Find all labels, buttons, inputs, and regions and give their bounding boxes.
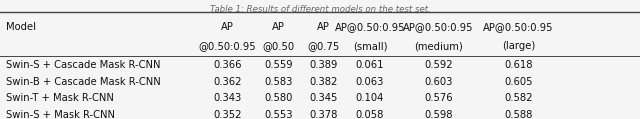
- Text: Swin-S + Cascade Mask R-CNN: Swin-S + Cascade Mask R-CNN: [6, 60, 161, 70]
- Text: 0.058: 0.058: [356, 110, 384, 119]
- Text: 0.378: 0.378: [309, 110, 337, 119]
- Text: @0.75: @0.75: [307, 41, 339, 51]
- Text: 0.598: 0.598: [424, 110, 452, 119]
- Text: 0.104: 0.104: [356, 93, 384, 103]
- Text: AP: AP: [221, 22, 234, 32]
- Text: 0.576: 0.576: [424, 93, 452, 103]
- Text: (small): (small): [353, 41, 387, 51]
- Text: 0.389: 0.389: [309, 60, 337, 70]
- Text: @0.50: @0.50: [262, 41, 294, 51]
- Text: 0.618: 0.618: [504, 60, 532, 70]
- Text: AP: AP: [317, 22, 330, 32]
- Text: 0.583: 0.583: [264, 77, 292, 87]
- Text: 0.603: 0.603: [424, 77, 452, 87]
- Text: 0.061: 0.061: [356, 60, 384, 70]
- Text: Swin-B + Cascade Mask R-CNN: Swin-B + Cascade Mask R-CNN: [6, 77, 161, 87]
- Text: 0.343: 0.343: [213, 93, 241, 103]
- Text: 0.559: 0.559: [264, 60, 292, 70]
- Text: 0.362: 0.362: [213, 77, 241, 87]
- Text: Swin-S + Mask R-CNN: Swin-S + Mask R-CNN: [6, 110, 115, 119]
- Text: Swin-T + Mask R-CNN: Swin-T + Mask R-CNN: [6, 93, 115, 103]
- Text: @0.50:0.95: @0.50:0.95: [198, 41, 256, 51]
- Text: 0.063: 0.063: [356, 77, 384, 87]
- Text: 0.580: 0.580: [264, 93, 292, 103]
- Text: 0.345: 0.345: [309, 93, 337, 103]
- Text: 0.352: 0.352: [213, 110, 241, 119]
- Text: 0.582: 0.582: [504, 93, 532, 103]
- Text: (medium): (medium): [414, 41, 463, 51]
- Text: AP@0.50:0.95: AP@0.50:0.95: [403, 22, 474, 32]
- Text: Table 1: Results of different models on the test set.: Table 1: Results of different models on …: [209, 5, 431, 14]
- Text: AP@0.50:0.95: AP@0.50:0.95: [335, 22, 405, 32]
- Text: AP@0.50:0.95: AP@0.50:0.95: [483, 22, 554, 32]
- Text: 0.382: 0.382: [309, 77, 337, 87]
- Text: (large): (large): [502, 41, 535, 51]
- Text: 0.592: 0.592: [424, 60, 452, 70]
- Text: AP: AP: [272, 22, 285, 32]
- Text: 0.366: 0.366: [213, 60, 241, 70]
- Text: 0.588: 0.588: [504, 110, 532, 119]
- Text: 0.605: 0.605: [504, 77, 532, 87]
- Text: 0.553: 0.553: [264, 110, 292, 119]
- Text: Model: Model: [6, 22, 36, 32]
